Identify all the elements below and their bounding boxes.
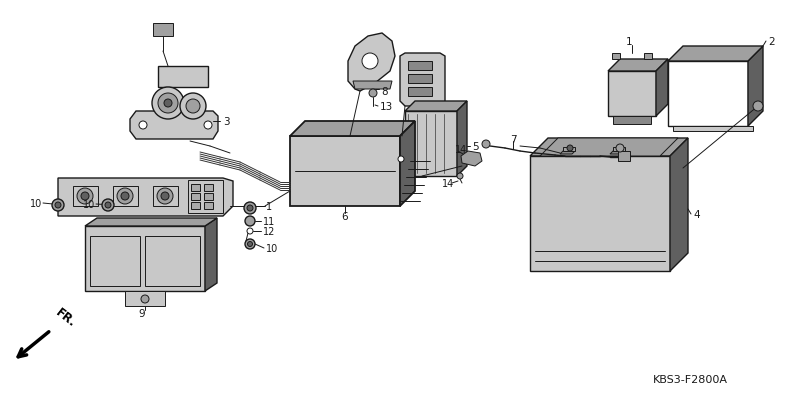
Circle shape: [244, 203, 256, 215]
Text: 4: 4: [693, 209, 700, 219]
Polygon shape: [58, 178, 233, 217]
Text: 8: 8: [381, 87, 388, 97]
Circle shape: [753, 102, 763, 112]
Circle shape: [121, 192, 129, 200]
Polygon shape: [668, 47, 763, 62]
Polygon shape: [85, 219, 217, 227]
Text: 14: 14: [455, 145, 467, 155]
Polygon shape: [563, 148, 575, 152]
Bar: [204, 203, 213, 209]
Polygon shape: [290, 122, 415, 137]
Polygon shape: [353, 82, 392, 90]
Polygon shape: [673, 127, 753, 132]
Text: 14: 14: [442, 178, 454, 188]
Bar: [204, 194, 213, 200]
Polygon shape: [408, 88, 432, 97]
Circle shape: [164, 100, 172, 108]
Circle shape: [567, 146, 573, 152]
Circle shape: [105, 203, 111, 209]
Polygon shape: [158, 67, 208, 88]
Text: 7: 7: [510, 135, 516, 145]
Circle shape: [152, 88, 184, 120]
Circle shape: [52, 200, 64, 211]
Circle shape: [245, 239, 255, 249]
Circle shape: [247, 205, 253, 211]
Text: 1: 1: [266, 201, 272, 211]
Circle shape: [245, 217, 255, 227]
Polygon shape: [188, 180, 223, 213]
Polygon shape: [618, 152, 630, 162]
Circle shape: [482, 141, 490, 149]
Polygon shape: [348, 34, 395, 92]
Polygon shape: [748, 47, 763, 127]
Polygon shape: [530, 139, 688, 157]
Text: 10: 10: [266, 243, 278, 253]
Bar: [191, 194, 200, 200]
Text: KBS3-F2800A: KBS3-F2800A: [653, 374, 727, 384]
Circle shape: [161, 192, 169, 200]
Polygon shape: [205, 219, 217, 291]
Circle shape: [362, 54, 378, 70]
Text: 6: 6: [342, 211, 348, 221]
Text: FR.: FR.: [53, 306, 78, 329]
Circle shape: [158, 94, 178, 114]
Circle shape: [141, 295, 149, 303]
Polygon shape: [400, 122, 415, 207]
Circle shape: [247, 242, 253, 247]
Bar: [204, 184, 213, 192]
Circle shape: [247, 229, 253, 235]
Polygon shape: [405, 112, 457, 176]
Circle shape: [81, 192, 89, 200]
Bar: [191, 203, 200, 209]
Circle shape: [457, 174, 463, 180]
Circle shape: [369, 90, 377, 98]
Circle shape: [204, 122, 212, 130]
Polygon shape: [644, 54, 652, 60]
Circle shape: [398, 157, 404, 162]
Polygon shape: [457, 102, 467, 176]
Text: 3: 3: [223, 117, 230, 127]
Bar: [191, 184, 200, 192]
Polygon shape: [125, 291, 165, 306]
Polygon shape: [397, 152, 405, 166]
Polygon shape: [405, 102, 467, 112]
Polygon shape: [656, 60, 668, 117]
Polygon shape: [560, 152, 575, 155]
Circle shape: [616, 145, 624, 153]
Text: 10: 10: [30, 198, 42, 209]
Circle shape: [102, 200, 114, 211]
Polygon shape: [400, 54, 445, 107]
Text: 10: 10: [82, 200, 95, 209]
Text: 5: 5: [472, 142, 478, 152]
Polygon shape: [612, 54, 620, 60]
Text: 13: 13: [380, 102, 394, 112]
Circle shape: [139, 122, 147, 130]
Text: 12: 12: [263, 227, 275, 237]
Circle shape: [55, 203, 61, 209]
Polygon shape: [530, 157, 670, 271]
Circle shape: [77, 188, 93, 205]
Polygon shape: [610, 152, 625, 155]
Polygon shape: [85, 227, 205, 291]
Polygon shape: [408, 62, 432, 71]
Polygon shape: [613, 117, 651, 125]
Circle shape: [157, 188, 173, 205]
Polygon shape: [461, 152, 482, 166]
Polygon shape: [608, 72, 656, 117]
Polygon shape: [153, 24, 173, 37]
Polygon shape: [540, 139, 678, 157]
Polygon shape: [408, 75, 432, 84]
Polygon shape: [290, 137, 400, 207]
Polygon shape: [613, 148, 625, 152]
Circle shape: [117, 188, 133, 205]
Polygon shape: [670, 139, 688, 271]
Text: 11: 11: [263, 217, 275, 227]
Text: 1: 1: [626, 37, 632, 47]
Text: 9: 9: [138, 308, 146, 318]
Circle shape: [186, 100, 200, 114]
Polygon shape: [608, 60, 668, 72]
Circle shape: [180, 94, 206, 120]
Text: 2: 2: [768, 37, 774, 47]
Polygon shape: [130, 112, 218, 140]
